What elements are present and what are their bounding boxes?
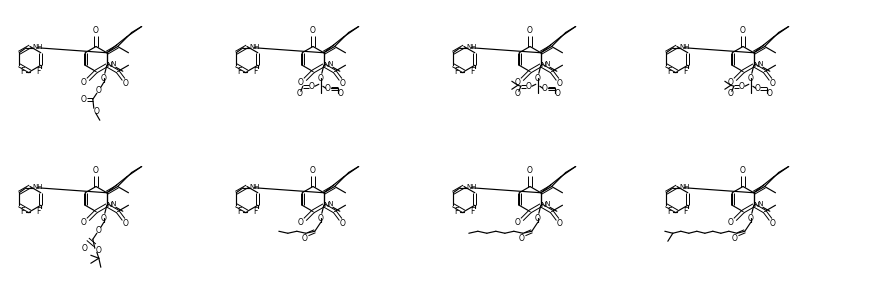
Text: O: O	[555, 89, 561, 98]
Text: N: N	[544, 201, 549, 207]
Text: N: N	[110, 61, 116, 67]
Text: N: N	[323, 202, 328, 208]
Text: N: N	[544, 61, 549, 67]
Text: O: O	[318, 214, 324, 223]
Text: O: O	[325, 84, 331, 93]
Text: O: O	[82, 244, 88, 253]
Text: O: O	[526, 82, 532, 91]
Text: N: N	[753, 62, 759, 68]
Text: O: O	[81, 95, 87, 104]
Text: N: N	[757, 201, 763, 207]
Text: F: F	[454, 207, 458, 216]
Text: N: N	[323, 62, 328, 68]
Text: O: O	[93, 166, 99, 175]
Text: O: O	[302, 234, 308, 243]
Text: F: F	[454, 67, 458, 76]
Text: N: N	[753, 202, 759, 208]
Text: NH: NH	[680, 184, 690, 190]
Text: F: F	[36, 207, 41, 216]
Text: O: O	[740, 166, 746, 175]
Text: N: N	[106, 62, 111, 68]
Text: O: O	[96, 86, 102, 95]
Text: O: O	[340, 219, 346, 228]
Text: F: F	[20, 207, 24, 216]
Text: F: F	[20, 67, 24, 76]
Text: N: N	[327, 61, 333, 67]
Text: O: O	[308, 82, 315, 91]
Text: O: O	[557, 79, 562, 88]
Text: O: O	[310, 166, 316, 175]
Text: N: N	[106, 202, 111, 208]
Text: O: O	[298, 218, 304, 227]
Text: O: O	[93, 26, 99, 35]
Text: O: O	[515, 78, 521, 87]
Text: O: O	[96, 246, 102, 255]
Text: F: F	[36, 67, 41, 76]
Text: F: F	[254, 67, 258, 76]
Text: O: O	[123, 219, 129, 228]
Text: O: O	[739, 82, 745, 91]
Text: F: F	[237, 207, 242, 216]
Text: O: O	[770, 79, 776, 88]
Text: N: N	[540, 62, 546, 68]
Text: F: F	[684, 67, 688, 76]
Text: O: O	[728, 78, 734, 87]
Text: O: O	[542, 84, 547, 93]
Text: NH: NH	[32, 44, 43, 50]
Text: O: O	[310, 26, 316, 35]
Text: F: F	[684, 207, 688, 216]
Text: O: O	[81, 218, 87, 227]
Text: O: O	[101, 214, 107, 223]
Text: NH: NH	[680, 44, 690, 50]
Text: O: O	[340, 79, 346, 88]
Text: N: N	[110, 201, 116, 207]
Text: O: O	[94, 107, 100, 116]
Text: O: O	[123, 79, 129, 88]
Text: O: O	[748, 214, 753, 223]
Text: O: O	[535, 74, 541, 83]
Text: O: O	[515, 218, 521, 227]
Text: O: O	[770, 219, 776, 228]
Text: O: O	[338, 89, 344, 98]
Text: O: O	[732, 234, 738, 243]
Text: O: O	[728, 89, 733, 98]
Text: O: O	[748, 74, 753, 83]
Text: F: F	[237, 67, 242, 76]
Text: F: F	[254, 207, 258, 216]
Text: NH: NH	[32, 184, 43, 190]
Text: O: O	[755, 84, 760, 93]
Text: O: O	[535, 214, 541, 223]
Text: NH: NH	[466, 44, 477, 50]
Text: O: O	[101, 74, 107, 83]
Text: O: O	[527, 166, 533, 175]
Text: NH: NH	[249, 184, 260, 190]
Text: O: O	[298, 78, 304, 87]
Text: O: O	[519, 234, 525, 243]
Text: F: F	[471, 67, 475, 76]
Text: O: O	[527, 26, 533, 35]
Text: O: O	[728, 218, 734, 227]
Text: F: F	[667, 207, 671, 216]
Text: N: N	[757, 61, 763, 67]
Text: O: O	[96, 226, 102, 235]
Text: O: O	[297, 89, 302, 98]
Text: NH: NH	[466, 184, 477, 190]
Text: O: O	[515, 89, 521, 98]
Text: O: O	[81, 78, 87, 87]
Text: O: O	[766, 89, 773, 98]
Text: N: N	[327, 201, 333, 207]
Text: F: F	[471, 207, 475, 216]
Text: O: O	[557, 219, 562, 228]
Text: F: F	[667, 67, 671, 76]
Text: O: O	[318, 74, 324, 83]
Text: O: O	[740, 26, 746, 35]
Text: NH: NH	[249, 44, 260, 50]
Text: N: N	[540, 202, 546, 208]
